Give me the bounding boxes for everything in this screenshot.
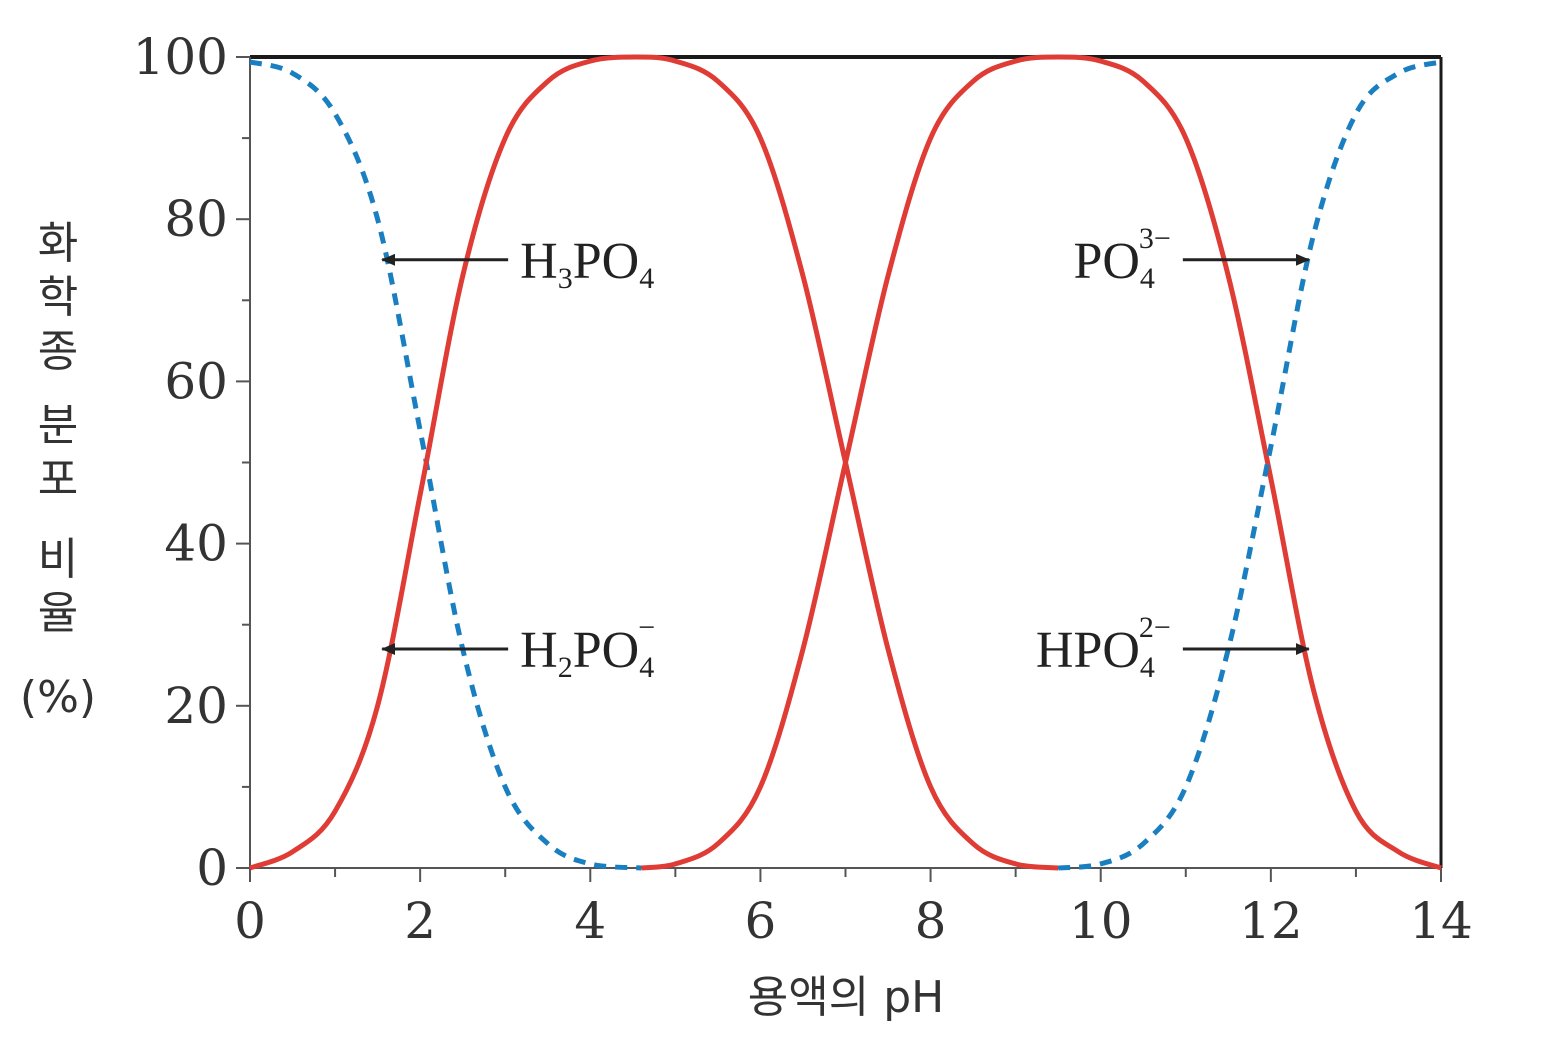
series-lines (249, 54, 1442, 871)
y-axis-unit: (%) (20, 672, 96, 723)
formula-mid: PO (573, 233, 639, 290)
formula-sub2: 4 (1140, 262, 1155, 295)
x-tick-label: 2 (404, 892, 436, 950)
formula-sup: 3− (1139, 222, 1171, 255)
x-tick-label: 10 (1069, 892, 1133, 950)
formula-base: H (1036, 622, 1074, 679)
y-tick-label: 60 (164, 352, 228, 410)
axis-ticks: 0 2 4 6 8 10 12 14 0 20 40 60 80 100 (133, 28, 1473, 950)
x-tick-label: 12 (1239, 892, 1303, 950)
series-line-po4-3- (1057, 59, 1442, 871)
species-formula: PO4 3− (1073, 222, 1170, 295)
y-axis-title-char: 화 (38, 218, 78, 269)
formula-mid: PO (573, 622, 639, 679)
formula-sub: 3 (558, 262, 573, 295)
y-axis-title-char: 학 (38, 272, 78, 323)
y-axis-title-char: 분 (38, 400, 78, 451)
y-tick-label: 40 (164, 515, 228, 573)
series-line-h2po4- (249, 54, 1059, 871)
y-axis-title-char: 포 (38, 454, 78, 505)
species-label: PO4 3− (1073, 222, 1310, 295)
y-tick-label: 100 (133, 28, 228, 86)
y-tick-label: 0 (196, 839, 228, 897)
formula-sup: − (638, 611, 655, 644)
formula-sub2: 4 (639, 651, 654, 684)
x-tick-label: 4 (574, 892, 606, 950)
y-axis-title-char: 종 (38, 326, 78, 377)
y-axis-title-char: 율 (38, 588, 78, 639)
formula-sub2: 4 (1140, 651, 1155, 684)
formula-base: H (520, 622, 558, 679)
y-axis-title: 화 학 종 분 포 비 율 (%) (20, 218, 96, 723)
formula-sub2: 4 (639, 262, 654, 295)
species-formula: H3PO4 (520, 233, 654, 295)
x-axis-title: 용액의 pH (748, 972, 944, 1023)
y-tick-label: 20 (164, 677, 228, 735)
x-tick-label: 6 (745, 892, 777, 950)
formula-base: H (520, 233, 558, 290)
formula-sub: 2 (558, 651, 573, 684)
formula-mid: PO (1073, 233, 1139, 290)
series-line-h3po4 (249, 59, 642, 871)
formula-sup: 2− (1139, 611, 1171, 644)
species-formula: HPO4 2− (1036, 611, 1171, 684)
species-label: HPO4 2− (1036, 611, 1310, 684)
species-label: H2PO4 − (381, 611, 655, 684)
x-tick-label: 14 (1409, 892, 1473, 950)
series-line-hpo4-2- (640, 54, 1442, 871)
y-axis-title-char: 비 (38, 534, 78, 585)
species-formula: H2PO4 − (520, 611, 655, 684)
species-label: H3PO4 (381, 233, 654, 295)
x-tick-label: 0 (234, 892, 266, 950)
y-tick-label: 80 (164, 190, 228, 248)
formula-mid: PO (1073, 622, 1139, 679)
x-tick-label: 8 (915, 892, 947, 950)
